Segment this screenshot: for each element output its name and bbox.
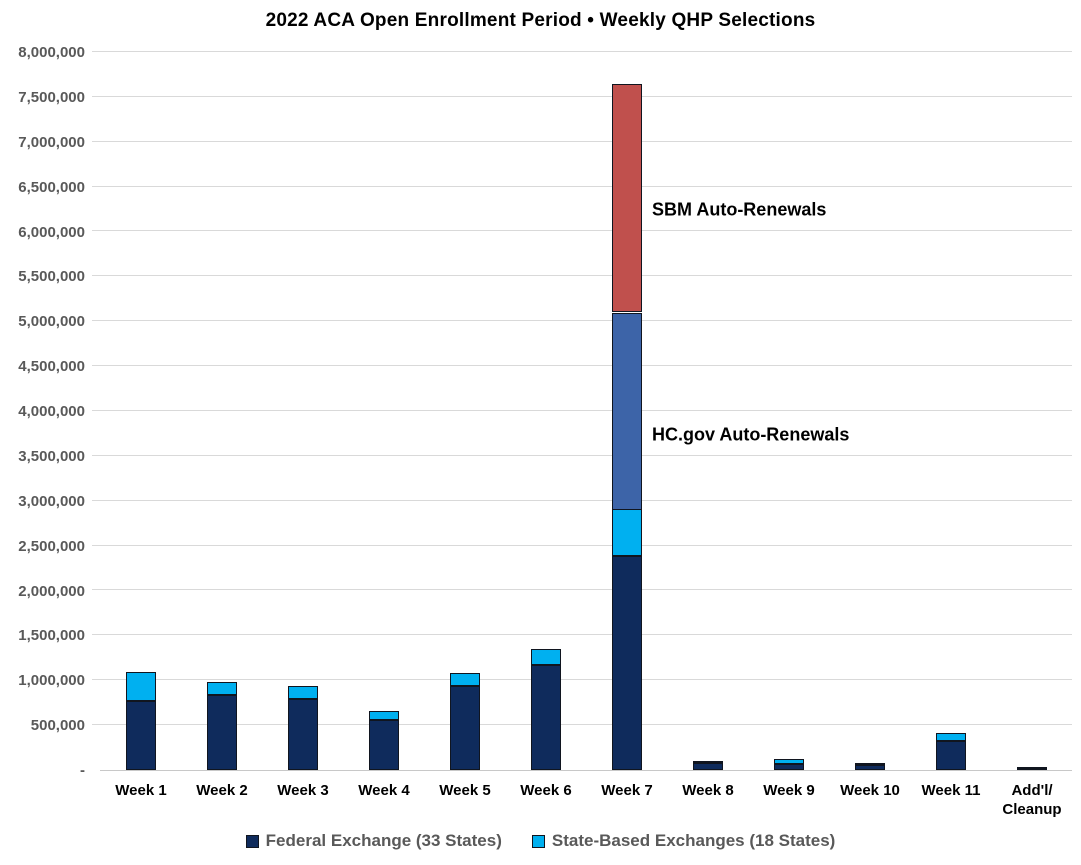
x-tick-label: Week 2 — [196, 782, 248, 799]
legend-swatch-icon — [531, 834, 545, 848]
y-tick-label: 7,500,000 — [18, 88, 85, 106]
bar-segment — [288, 686, 318, 699]
bar-segment — [693, 761, 723, 763]
x-tick-label: Week 11 — [921, 782, 981, 799]
bar-segment — [612, 509, 642, 556]
y-tick-label: 3,000,000 — [18, 492, 85, 510]
legend-item: State-Based Exchanges (18 States) — [531, 831, 836, 851]
y-tick-label: 8,000,000 — [18, 44, 85, 61]
bar-segment — [531, 665, 561, 770]
gridline — [92, 96, 1072, 97]
chart-title: 2022 ACA Open Enrollment Period • Weekly… — [265, 10, 816, 31]
x-tick-label: Week 3 — [277, 782, 329, 799]
bar-segment — [855, 765, 885, 770]
bar-segment — [369, 711, 399, 720]
bar-segment — [693, 763, 723, 770]
gridline — [92, 186, 1072, 187]
gridline — [92, 634, 1072, 635]
y-tick-label: 5,000,000 — [18, 313, 85, 331]
y-tick-label: 5,500,000 — [18, 268, 85, 286]
bar-segment — [612, 84, 642, 312]
y-tick-label: 6,500,000 — [18, 178, 85, 196]
gridline — [92, 679, 1072, 680]
gridline — [92, 500, 1072, 501]
bar-segment — [369, 720, 399, 770]
gridline — [92, 724, 1072, 725]
x-tick-label: Week 9 — [763, 782, 815, 799]
annotation-label: HC.gov Auto-Renewals — [652, 424, 850, 445]
bar-segment — [207, 682, 237, 695]
bar-segment — [126, 701, 156, 770]
gridline — [92, 51, 1072, 52]
y-tick-label: - — [80, 762, 85, 779]
x-tick-label: Week 10 — [840, 782, 900, 799]
y-tick-label: 2,500,000 — [18, 537, 85, 555]
x-tick-label: Week 6 — [520, 782, 572, 799]
gridline — [92, 365, 1072, 366]
x-tick-label: Week 4 — [358, 782, 410, 799]
y-tick-label: 4,500,000 — [18, 358, 85, 376]
x-tick-label: Week 7 — [601, 782, 653, 799]
gridline — [92, 230, 1072, 231]
chart-legend: Federal Exchange (33 States) State-Based … — [0, 831, 1081, 851]
bar-segment — [450, 673, 480, 686]
bar-segment — [936, 741, 966, 770]
gridline — [92, 275, 1072, 276]
bar-segment — [612, 556, 642, 770]
legend-swatch-icon — [245, 834, 259, 848]
y-tick-label: 1,500,000 — [18, 627, 85, 645]
y-tick-label: 6,000,000 — [18, 223, 85, 241]
x-tick-label: Add'l/ Cleanup — [1002, 782, 1062, 818]
legend-item: Federal Exchange (33 States) — [245, 831, 502, 851]
legend-label: State-Based Exchanges (18 States) — [551, 831, 836, 850]
y-tick-label: 4,000,000 — [18, 403, 85, 420]
gridline — [92, 320, 1072, 321]
gridline — [92, 545, 1072, 546]
y-tick-label: 2,000,000 — [18, 582, 85, 600]
bar-segment — [612, 313, 642, 510]
bar-segment — [855, 763, 885, 765]
bar-segment — [126, 672, 156, 701]
plot-area — [92, 51, 1072, 771]
gridline — [92, 410, 1072, 411]
bar-segment — [531, 649, 561, 665]
x-tick-label: Week 5 — [439, 782, 491, 799]
bar-segment — [288, 699, 318, 770]
bar-segment — [1017, 767, 1047, 769]
bar-segment — [774, 759, 804, 764]
gridline — [92, 589, 1072, 590]
bar-segment — [936, 733, 966, 741]
bar-segment — [774, 764, 804, 770]
bar-segment — [207, 695, 237, 770]
legend-label: Federal Exchange (33 States) — [265, 831, 502, 850]
y-tick-label: 3,500,000 — [18, 447, 85, 465]
x-tick-label: Week 8 — [682, 782, 734, 799]
annotation-label: SBM Auto-Renewals — [652, 199, 827, 220]
bar-segment — [450, 686, 480, 770]
x-tick-label: Week 1 — [115, 782, 167, 799]
y-tick-label: 7,000,000 — [18, 133, 85, 151]
y-tick-label: 1,000,000 — [18, 672, 85, 690]
gridline — [92, 455, 1072, 456]
y-tick-label: 500,000 — [30, 717, 85, 735]
gridline — [92, 141, 1072, 142]
